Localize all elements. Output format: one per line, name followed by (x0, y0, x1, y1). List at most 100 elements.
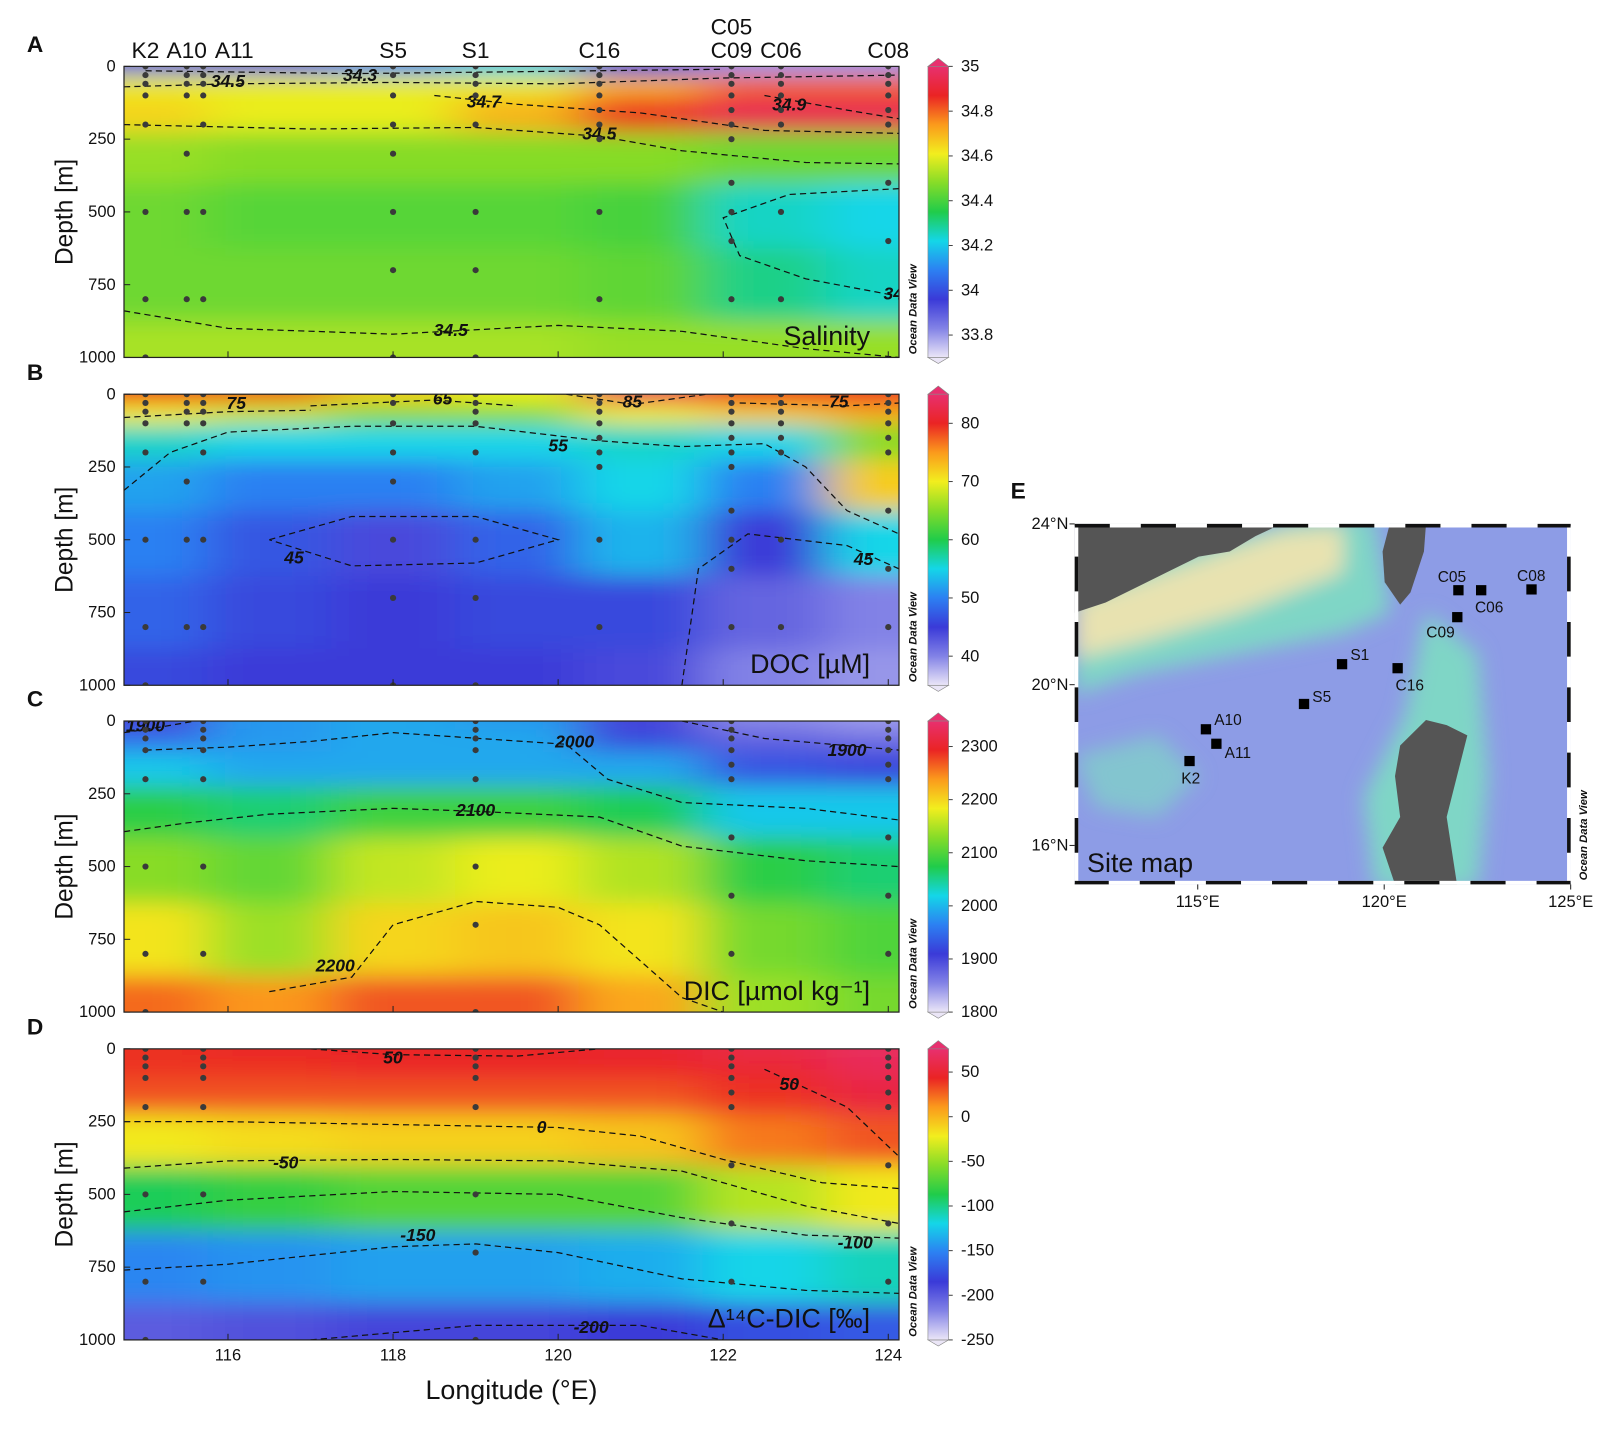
contour-line (310, 1324, 724, 1340)
contour-label: 0 (537, 1117, 547, 1137)
field-cell (826, 459, 900, 512)
sample-point (596, 394, 603, 398)
colorbar-tick-label: 34 (961, 281, 979, 299)
sample-point (885, 66, 892, 70)
x-tick-label: 115°E (1176, 893, 1220, 911)
sample-point (142, 208, 149, 215)
panel: 75 65 85 75 55 45 45 0 250 500 750 1000 Depth [m] B DO… (27, 360, 980, 694)
panel: 34.5 34.3 34.7 34.9 34.5 34.4 34.5 0 250 500 750 10… (27, 15, 993, 367)
sample-point (728, 726, 735, 733)
field-cell (578, 975, 704, 1013)
field-cell (124, 321, 208, 358)
sample-point (472, 1336, 479, 1340)
sample-point (472, 594, 479, 602)
sample-point (885, 624, 892, 631)
sample-point (200, 735, 207, 742)
y-axis-label: Depth [m] (51, 487, 78, 593)
field-cell (454, 131, 580, 184)
field-cell (826, 66, 900, 76)
sample-point (200, 1048, 207, 1052)
sample-point (472, 399, 479, 407)
land (1382, 720, 1468, 885)
colorbar-cap (927, 712, 950, 722)
sample-point (200, 726, 207, 733)
sample-point (728, 92, 735, 99)
field-cell (207, 182, 332, 249)
sample-point (142, 354, 149, 358)
sample-point (142, 296, 149, 303)
field-cell (331, 1165, 456, 1232)
field-cell (702, 248, 827, 322)
field-cell (454, 510, 580, 577)
sample-point (200, 408, 207, 415)
field-cell (826, 402, 900, 426)
field-cell (124, 75, 208, 98)
sample-point (200, 420, 207, 427)
field-cell (826, 837, 900, 904)
sample-point (200, 208, 207, 215)
sample-point (728, 237, 735, 245)
y-axis-label: Depth [m] (51, 1141, 78, 1247)
sample-point (472, 1074, 479, 1082)
sample-point (728, 420, 735, 427)
station-label: S5 (379, 38, 407, 63)
field-cell (124, 1303, 208, 1340)
field-cell (124, 248, 208, 322)
sample-point (777, 434, 785, 441)
station-label: C08 (867, 38, 909, 63)
sample-point (728, 449, 735, 456)
field-cell (454, 751, 580, 788)
field-cell (826, 1048, 900, 1059)
y-tick-label: 1000 (79, 676, 116, 694)
field-cell (124, 510, 208, 577)
site-label: A11 (1225, 745, 1251, 762)
sample-point (728, 1054, 735, 1061)
contour-line (124, 1121, 900, 1190)
sample-point (728, 776, 735, 783)
contour-line (269, 900, 724, 1013)
sample-point (142, 66, 149, 70)
field: 75 65 85 75 55 45 45 (124, 394, 900, 686)
field-cell (454, 837, 580, 904)
sample-point (728, 121, 735, 128)
field-cell (331, 751, 456, 788)
field-cell (826, 576, 900, 650)
sample-point (200, 624, 207, 631)
sample-point (885, 434, 892, 441)
site-marker (1526, 584, 1537, 595)
sample-point (389, 399, 397, 407)
sample-point (200, 776, 207, 783)
sample-point (142, 420, 149, 427)
sample-point (885, 735, 892, 742)
field-cell (578, 75, 704, 98)
field-cell (454, 902, 580, 977)
field-cell (331, 576, 456, 650)
y-tick-label: 0 (107, 58, 116, 76)
site-label: C16 (1396, 678, 1424, 695)
y-tick-label: 750 (88, 604, 116, 622)
sample-point (200, 1054, 207, 1061)
field-cell (578, 729, 704, 753)
sample-point (885, 1048, 892, 1052)
field-cell (124, 96, 208, 133)
field-cell (207, 1048, 332, 1059)
y-tick-label: 1000 (79, 349, 116, 367)
sample-point (885, 950, 892, 957)
colorbar-tick-label: 50 (961, 589, 979, 607)
field-cell (578, 1230, 704, 1305)
sample-point (728, 536, 735, 543)
sample-point (472, 726, 479, 733)
contour-label: 45 (853, 549, 874, 569)
sample-point (183, 420, 190, 427)
colorbar-cap (927, 57, 950, 67)
sample-point (885, 121, 892, 128)
sample-point (728, 747, 735, 754)
field-cell (826, 248, 900, 322)
shelf (1074, 525, 1344, 659)
contour-label: -200 (574, 1317, 609, 1337)
field-cell (826, 729, 900, 753)
y-tick-label: 750 (88, 276, 116, 294)
field-cell (207, 1079, 332, 1115)
sample-point (596, 624, 603, 631)
